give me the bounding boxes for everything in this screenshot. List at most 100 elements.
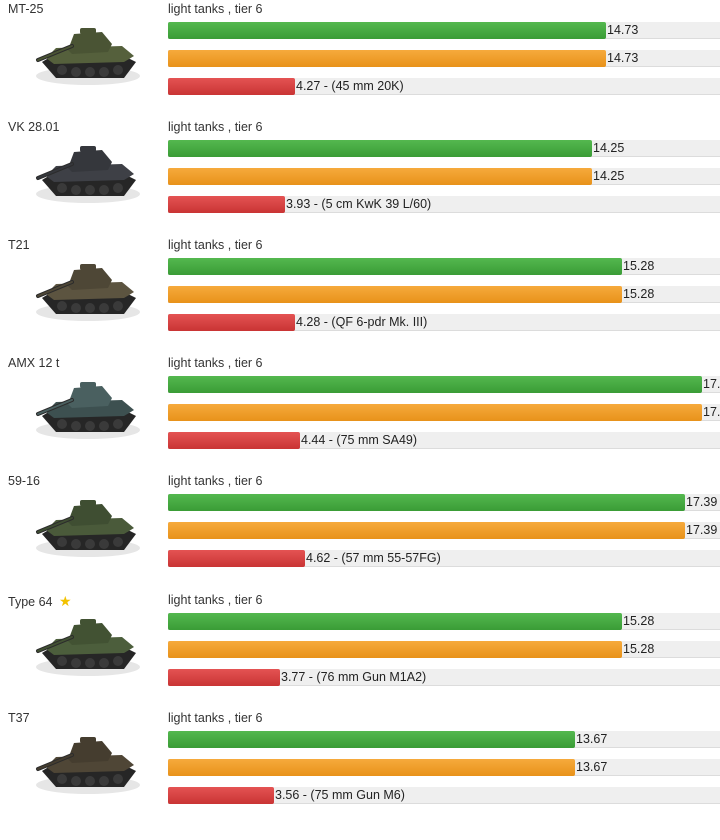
tank-name[interactable]: T37 bbox=[8, 711, 30, 725]
stat-bar-red-fill bbox=[168, 550, 305, 567]
stat-bar-green-fill bbox=[168, 258, 622, 275]
tank-class-label: light tanks , tier 6 bbox=[168, 593, 263, 607]
stat-bar-red: 4.27 - (45 mm 20K) bbox=[168, 78, 720, 95]
stat-bar-red-value: 4.44 - (75 mm SA49) bbox=[301, 433, 418, 447]
stat-bar-green-value: 15.28 bbox=[623, 614, 655, 628]
tank-name[interactable]: T21 bbox=[8, 238, 30, 252]
stat-bar-orange-value: 17.96 bbox=[703, 405, 720, 419]
stat-bar-green-fill bbox=[168, 140, 592, 157]
stat-bar-orange-value: 15.28 bbox=[623, 287, 655, 301]
tank-row[interactable]: MT-25 light tanks , tier 6 14.73 14.73 4… bbox=[0, 0, 720, 118]
stat-bar-green-fill bbox=[168, 22, 606, 39]
stat-bar-orange-value: 15.28 bbox=[623, 642, 655, 656]
tank-name-label: VK 28.01 bbox=[8, 120, 60, 134]
tank-class-label: light tanks , tier 6 bbox=[168, 711, 263, 725]
stat-bar-orange: 14.73 bbox=[168, 50, 720, 67]
stat-bar-red-value: 4.28 - (QF 6-pdr Mk. III) bbox=[296, 315, 428, 329]
tank-row[interactable]: AMX 12 t light tanks , tier 6 17.96 17.9… bbox=[0, 354, 720, 472]
tank-row[interactable]: 59-16 light tanks , tier 6 17.39 17.39 4… bbox=[0, 472, 720, 590]
tank-silhouette-icon bbox=[36, 28, 140, 85]
tank-name[interactable]: AMX 12 t bbox=[8, 356, 59, 370]
stat-bar-green-fill bbox=[168, 376, 702, 393]
stat-bar-green: 15.28 bbox=[168, 613, 720, 630]
stat-bar-red-fill bbox=[168, 432, 300, 449]
stat-bar-red-fill bbox=[168, 196, 285, 213]
stat-bar-green-fill bbox=[168, 613, 622, 630]
tank-class-label: light tanks , tier 6 bbox=[168, 2, 263, 16]
stat-bar-orange-fill bbox=[168, 522, 685, 539]
stat-bar-red-value: 3.56 - (75 mm Gun M6) bbox=[275, 788, 405, 802]
stat-bar-orange-fill bbox=[168, 168, 592, 185]
tank-name[interactable]: Type 64 ★ bbox=[8, 593, 72, 610]
tank-name[interactable]: MT-25 bbox=[8, 2, 43, 16]
stat-bar-green: 17.96 bbox=[168, 376, 720, 393]
stat-bar-red-fill bbox=[168, 314, 295, 331]
stat-bar-green: 15.28 bbox=[168, 258, 720, 275]
tank-name-label: 59-16 bbox=[8, 474, 40, 488]
stat-bar-green: 14.25 bbox=[168, 140, 720, 157]
stat-bar-orange-value: 14.25 bbox=[593, 169, 625, 183]
stat-bar-green-value: 15.28 bbox=[623, 259, 655, 273]
stat-bar-green-value: 17.39 bbox=[686, 495, 718, 509]
stat-bar-green: 17.39 bbox=[168, 494, 720, 511]
tank-class-label: light tanks , tier 6 bbox=[168, 474, 263, 488]
stat-bar-orange: 13.67 bbox=[168, 759, 720, 776]
stat-bar-green-value: 14.73 bbox=[607, 23, 639, 37]
tank-image[interactable] bbox=[32, 376, 144, 442]
stat-bar-red-fill bbox=[168, 78, 295, 95]
tank-name-label: Type 64 bbox=[8, 595, 53, 609]
tank-class-label: light tanks , tier 6 bbox=[168, 356, 263, 370]
stat-bar-red: 3.56 - (75 mm Gun M6) bbox=[168, 787, 720, 804]
tank-row[interactable]: T37 light tanks , tier 6 13.67 13.67 3.5… bbox=[0, 709, 720, 827]
tank-silhouette-icon bbox=[36, 500, 140, 557]
stat-bar-red: 3.77 - (76 mm Gun M1A2) bbox=[168, 669, 720, 686]
stat-bar-orange-fill bbox=[168, 50, 606, 67]
tank-row[interactable]: Type 64 ★ light tanks , tier 6 15.28 15.… bbox=[0, 591, 720, 709]
tank-name-label: T21 bbox=[8, 238, 30, 252]
tank-name-label: AMX 12 t bbox=[8, 356, 60, 370]
stat-bar-red-value: 3.93 - (5 cm KwK 39 L/60) bbox=[286, 197, 432, 211]
tank-image[interactable] bbox=[32, 731, 144, 797]
tank-silhouette-icon bbox=[36, 619, 140, 676]
tank-row[interactable]: T21 light tanks , tier 6 15.28 15.28 4.2… bbox=[0, 236, 720, 354]
stat-bar-red: 4.62 - (57 mm 55-57FG) bbox=[168, 550, 720, 567]
tank-name-label: T37 bbox=[8, 711, 30, 725]
tank-silhouette-icon bbox=[36, 382, 140, 439]
stat-bar-orange: 14.25 bbox=[168, 168, 720, 185]
stat-bar-orange-fill bbox=[168, 641, 622, 658]
stat-bar-orange-value: 17.39 bbox=[686, 523, 718, 537]
stat-bar-orange-value: 14.73 bbox=[607, 51, 639, 65]
tank-name[interactable]: VK 28.01 bbox=[8, 120, 59, 134]
stat-bar-orange: 17.39 bbox=[168, 522, 720, 539]
tank-image[interactable] bbox=[32, 613, 144, 679]
tank-row[interactable]: VK 28.01 light tanks , tier 6 14.25 14.2… bbox=[0, 118, 720, 236]
tank-silhouette-icon bbox=[36, 737, 140, 794]
stat-bar-orange-fill bbox=[168, 286, 622, 303]
tank-name[interactable]: 59-16 bbox=[8, 474, 40, 488]
stat-bar-green-value: 13.67 bbox=[576, 732, 608, 746]
stat-bar-orange: 15.28 bbox=[168, 286, 720, 303]
stat-bar-orange: 15.28 bbox=[168, 641, 720, 658]
stat-bar-red-fill bbox=[168, 787, 274, 804]
stat-bar-green: 13.67 bbox=[168, 731, 720, 748]
premium-star-icon: ★ bbox=[58, 593, 72, 609]
stat-bar-red: 4.44 - (75 mm SA49) bbox=[168, 432, 720, 449]
stat-bar-red-value: 3.77 - (76 mm Gun M1A2) bbox=[281, 670, 427, 684]
stat-bar-green-fill bbox=[168, 494, 685, 511]
stat-bar-green-value: 17.96 bbox=[703, 377, 720, 391]
stat-bar-red-fill bbox=[168, 669, 280, 686]
tank-image[interactable] bbox=[32, 140, 144, 206]
stat-bar-orange-fill bbox=[168, 404, 702, 421]
tank-image[interactable] bbox=[32, 258, 144, 324]
stat-bar-red: 3.93 - (5 cm KwK 39 L/60) bbox=[168, 196, 720, 213]
tank-class-label: light tanks , tier 6 bbox=[168, 120, 263, 134]
stat-bar-green: 14.73 bbox=[168, 22, 720, 39]
tank-image[interactable] bbox=[32, 494, 144, 560]
stat-bar-orange-fill bbox=[168, 759, 575, 776]
stat-bar-orange-value: 13.67 bbox=[576, 760, 608, 774]
tank-name-label: MT-25 bbox=[8, 2, 44, 16]
tank-image[interactable] bbox=[32, 22, 144, 88]
stat-bar-red-value: 4.62 - (57 mm 55-57FG) bbox=[306, 551, 441, 565]
tank-silhouette-icon bbox=[36, 146, 140, 203]
